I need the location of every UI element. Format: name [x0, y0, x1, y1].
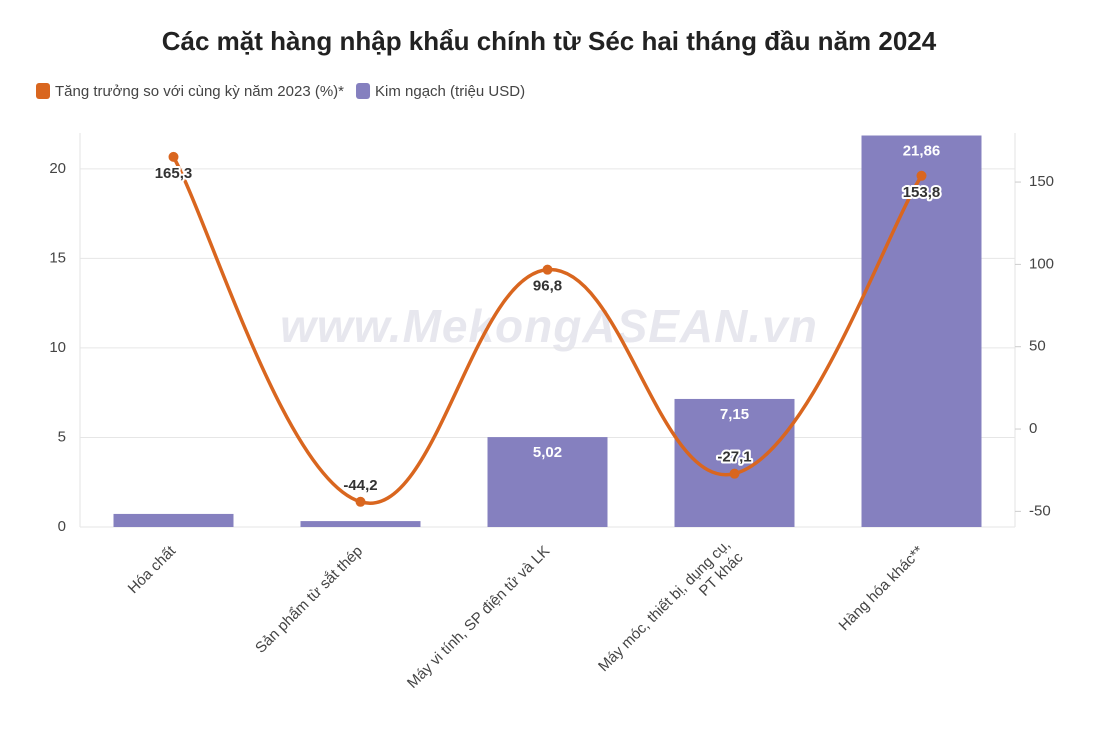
line-point	[355, 496, 366, 507]
bar-value-label: 21,86	[903, 142, 941, 159]
x-tick-label: Máy móc, thiết bị, dụng cụ,PT khác	[595, 536, 747, 688]
x-tick-label: Hàng hóa khác**	[835, 543, 927, 635]
bar	[674, 398, 795, 527]
bar	[300, 521, 421, 527]
line-point	[542, 264, 553, 275]
line-value-label: 153,8	[903, 184, 941, 201]
chart-title: Các mặt hàng nhập khẩu chính từ Séc hai …	[162, 26, 937, 56]
bar	[861, 135, 982, 528]
legend-label: Kim ngạch (triệu USD)	[375, 83, 525, 100]
y2-tick-label: 100	[1029, 255, 1054, 272]
y-tick-label: 0	[58, 518, 66, 535]
y-tick-label: 10	[49, 339, 66, 356]
legend-swatch	[36, 83, 50, 99]
line-point	[729, 468, 740, 479]
x-tick-label: Sản phẩm từ sắt thép	[252, 543, 366, 657]
bar-value-label: 5,02	[533, 444, 562, 461]
bar	[487, 437, 608, 527]
bar-value-label: 7,15	[720, 406, 749, 423]
y2-tick-label: 0	[1029, 420, 1037, 437]
line-value-label: -44,2	[343, 477, 377, 494]
line-point	[916, 170, 927, 181]
x-tick-label: Hóa chất	[125, 542, 180, 597]
line-value-label: -27,1	[717, 449, 751, 466]
line-point	[168, 151, 179, 162]
legend-label: Tăng trưởng so với cùng kỳ năm 2023 (%)*	[55, 83, 344, 100]
line-value-label: 165,3	[155, 165, 193, 182]
y2-tick-label: 150	[1029, 173, 1054, 190]
y-tick-label: 5	[58, 428, 66, 445]
legend-swatch	[356, 83, 371, 99]
y2-tick-label: -50	[1029, 502, 1051, 519]
x-tick-label: Máy vi tính, SP điện tử và LK	[404, 543, 553, 692]
watermark: www.MekongASEAN.vn	[280, 300, 818, 352]
y-tick-label: 15	[49, 249, 66, 266]
line-value-label: 96,8	[533, 278, 562, 295]
y-tick-label: 20	[49, 160, 66, 177]
bar	[113, 513, 234, 527]
y2-tick-label: 50	[1029, 338, 1046, 355]
